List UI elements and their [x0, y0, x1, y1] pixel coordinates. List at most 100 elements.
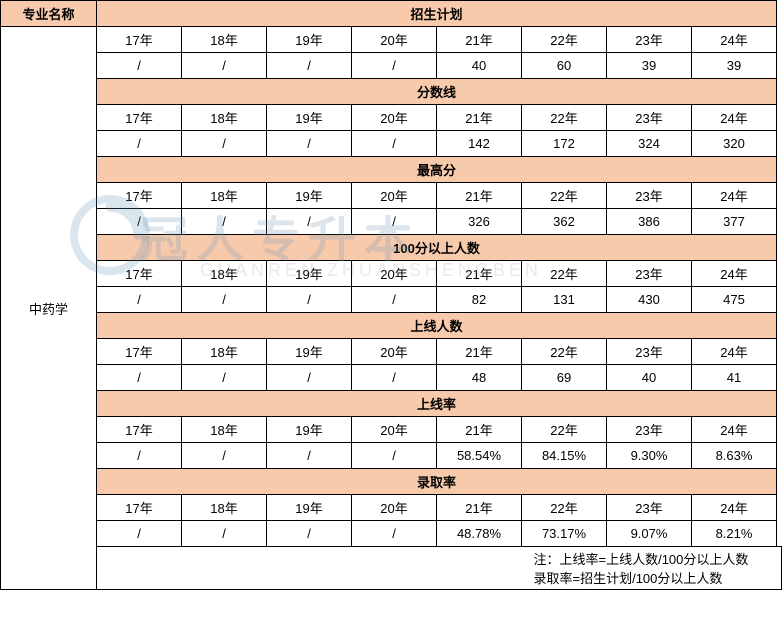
major-label-header: 专业名称: [1, 1, 97, 27]
year-cell: 18年: [182, 495, 267, 521]
value-cell: /: [182, 209, 267, 235]
value-cell: 60: [522, 53, 607, 79]
data-table: 专业名称招生计划中药学17年18年19年20年21年22年23年24年////4…: [0, 0, 782, 590]
value-cell: 69: [522, 365, 607, 391]
year-cell: 22年: [522, 27, 607, 53]
year-cell: 24年: [692, 417, 777, 443]
year-cell: 24年: [692, 183, 777, 209]
year-cell: 18年: [182, 183, 267, 209]
value-cell: /: [182, 53, 267, 79]
footer-note: 注：上线率=上线人数/100分以上人数 录取率=招生计划/100分以上人数: [522, 547, 782, 590]
section-header-3: 100分以上人数: [97, 235, 777, 261]
value-cell: 377: [692, 209, 777, 235]
value-cell: /: [267, 365, 352, 391]
year-cell: 20年: [352, 339, 437, 365]
value-cell: /: [97, 365, 182, 391]
year-cell: 17年: [97, 183, 182, 209]
year-cell: 21年: [437, 261, 522, 287]
value-cell: /: [97, 131, 182, 157]
year-cell: 21年: [437, 183, 522, 209]
year-cell: 24年: [692, 261, 777, 287]
value-cell: 41: [692, 365, 777, 391]
value-cell: 9.30%: [607, 443, 692, 469]
year-cell: 24年: [692, 105, 777, 131]
major-value-cell: 中药学: [1, 27, 97, 590]
value-cell: /: [267, 287, 352, 313]
year-cell: 17年: [97, 417, 182, 443]
year-cell: 20年: [352, 261, 437, 287]
year-cell: 19年: [267, 183, 352, 209]
value-cell: /: [267, 521, 352, 547]
value-cell: /: [352, 287, 437, 313]
year-cell: 21年: [437, 339, 522, 365]
section-header-0: 招生计划: [97, 1, 777, 27]
section-header-1: 分数线: [97, 79, 777, 105]
year-cell: 23年: [607, 183, 692, 209]
value-cell: /: [267, 443, 352, 469]
value-cell: /: [182, 521, 267, 547]
value-cell: /: [352, 53, 437, 79]
section-header-4: 上线人数: [97, 313, 777, 339]
footer-empty: [97, 547, 522, 590]
value-cell: 40: [437, 53, 522, 79]
value-cell: 362: [522, 209, 607, 235]
year-cell: 22年: [522, 339, 607, 365]
section-header-5: 上线率: [97, 391, 777, 417]
year-cell: 24年: [692, 27, 777, 53]
year-cell: 24年: [692, 495, 777, 521]
year-cell: 18年: [182, 27, 267, 53]
year-cell: 23年: [607, 417, 692, 443]
year-cell: 21年: [437, 105, 522, 131]
year-cell: 22年: [522, 417, 607, 443]
year-cell: 22年: [522, 261, 607, 287]
value-cell: /: [352, 521, 437, 547]
value-cell: /: [97, 209, 182, 235]
value-cell: 39: [607, 53, 692, 79]
value-cell: /: [267, 131, 352, 157]
year-cell: 23年: [607, 495, 692, 521]
year-cell: 17年: [97, 261, 182, 287]
year-cell: 19年: [267, 495, 352, 521]
value-cell: 430: [607, 287, 692, 313]
value-cell: /: [267, 209, 352, 235]
value-cell: 48.78%: [437, 521, 522, 547]
value-cell: 8.63%: [692, 443, 777, 469]
section-header-6: 录取率: [97, 469, 777, 495]
year-cell: 22年: [522, 495, 607, 521]
year-cell: 23年: [607, 261, 692, 287]
value-cell: 39: [692, 53, 777, 79]
value-cell: 142: [437, 131, 522, 157]
year-cell: 23年: [607, 339, 692, 365]
year-cell: 24年: [692, 339, 777, 365]
year-cell: 19年: [267, 339, 352, 365]
value-cell: 131: [522, 287, 607, 313]
value-cell: 386: [607, 209, 692, 235]
year-cell: 21年: [437, 27, 522, 53]
year-cell: 19年: [267, 27, 352, 53]
value-cell: /: [97, 287, 182, 313]
value-cell: 475: [692, 287, 777, 313]
value-cell: 8.21%: [692, 521, 777, 547]
year-cell: 20年: [352, 105, 437, 131]
value-cell: /: [182, 131, 267, 157]
value-cell: /: [352, 131, 437, 157]
year-cell: 17年: [97, 105, 182, 131]
table-container: 冠人专升本 GUANREN ZHUANSHENGBEN 专业名称招生计划中药学1…: [0, 0, 782, 590]
value-cell: /: [182, 287, 267, 313]
year-cell: 20年: [352, 417, 437, 443]
value-cell: 48: [437, 365, 522, 391]
year-cell: 17年: [97, 495, 182, 521]
year-cell: 20年: [352, 27, 437, 53]
value-cell: /: [352, 209, 437, 235]
year-cell: 22年: [522, 105, 607, 131]
year-cell: 21年: [437, 495, 522, 521]
value-cell: 40: [607, 365, 692, 391]
value-cell: /: [97, 53, 182, 79]
value-cell: 9.07%: [607, 521, 692, 547]
value-cell: 320: [692, 131, 777, 157]
value-cell: /: [182, 443, 267, 469]
year-cell: 17年: [97, 27, 182, 53]
year-cell: 19年: [267, 417, 352, 443]
value-cell: 326: [437, 209, 522, 235]
section-header-2: 最高分: [97, 157, 777, 183]
